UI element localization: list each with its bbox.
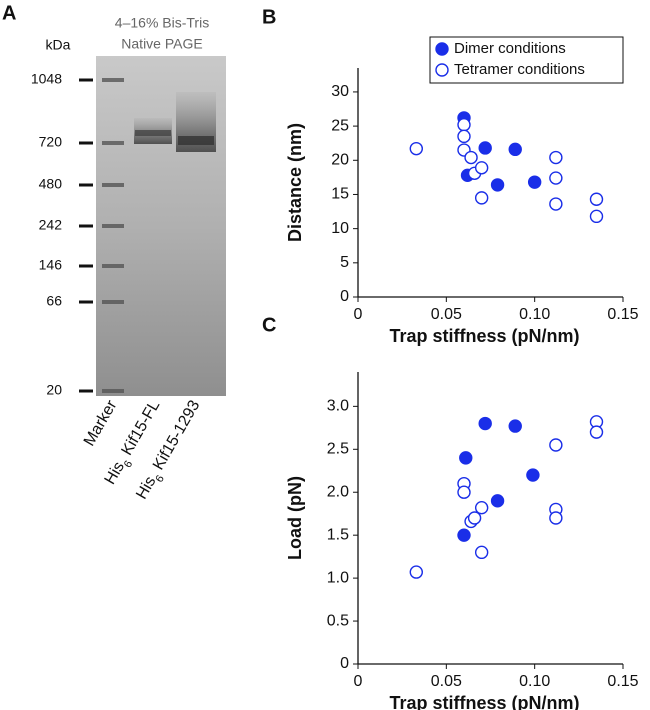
marker-label: 20 [46,382,62,398]
point [409,565,423,579]
point [549,438,563,452]
y-tick-label: 0 [340,655,349,672]
y-tick-label: 0.5 [327,612,349,629]
point [549,197,563,211]
point [474,545,489,560]
point [527,175,542,189]
lane-label: Marker [81,397,121,449]
panel-label: C [262,314,276,336]
band [178,136,214,145]
point [589,209,604,224]
x-tick-label: 0.15 [607,673,638,690]
point [549,511,563,525]
x-axis-label: Trap stiffness (pN/nm) [389,693,579,710]
lane-label-part: Marker [81,397,121,449]
point [474,191,489,205]
point [467,511,482,525]
lane-label-part: 6 [153,473,166,484]
ladder-band [102,141,124,145]
y-axis-label: Distance (nm) [285,123,305,242]
point [457,118,471,132]
ladder-band [102,224,124,228]
y-tick-label: 1.0 [327,569,349,586]
legend-label: Tetramer conditions [454,61,585,78]
marker-label: 1048 [31,71,62,87]
point [478,141,492,155]
legend-marker [435,63,449,77]
point [457,485,471,499]
point [464,150,478,165]
x-tick-label: 0 [354,673,363,690]
x-tick-label: 0.05 [431,673,462,690]
ladder-band [102,183,124,187]
point [459,451,473,465]
point [508,419,522,433]
y-tick-label: 30 [331,83,349,100]
point [474,500,489,515]
marker-label: 480 [39,176,63,192]
point [549,171,563,185]
point [457,528,471,542]
x-axis-label: Trap stiffness (pN/nm) [389,326,579,346]
point [409,141,423,156]
point [490,178,505,192]
marker-label: 66 [46,293,62,309]
marker-label: 146 [39,257,63,273]
x-tick-label: 0.10 [519,306,550,323]
gel-title: 4–16% Bis-Tris [115,15,209,31]
y-tick-label: 25 [331,117,349,134]
point [508,142,522,157]
panel-label: A [2,2,16,24]
legend-marker [435,42,449,56]
x-tick-label: 0.05 [431,306,462,323]
point [589,192,604,206]
panel-label: B [262,6,276,28]
y-tick-label: 10 [331,220,349,237]
x-tick-label: 0.10 [519,673,550,690]
gel-title: Native PAGE [121,36,202,52]
y-tick-label: 5 [340,254,349,271]
marker-label: 242 [39,217,63,233]
legend-box [429,36,624,84]
y-tick-label: 1.5 [327,526,349,543]
point [457,129,471,144]
ladder-band [102,264,124,268]
point [490,494,505,508]
point [549,150,563,165]
ladder-band [102,78,124,82]
y-tick-label: 0 [340,288,349,305]
y-axis-label: Load (pN) [285,476,305,560]
x-tick-label: 0 [354,306,363,323]
y-tick-label: 3.0 [327,398,349,415]
ladder-band [102,389,124,393]
ladder-band [102,300,124,304]
marker-label: 720 [39,134,63,150]
y-tick-label: 15 [331,186,349,203]
lane-label-part: 6 [122,459,135,470]
point [474,161,489,175]
x-tick-label: 0.15 [607,306,638,323]
gel-unit: kDa [46,37,71,53]
band [135,130,171,136]
y-tick-label: 2.0 [327,483,349,500]
point [526,468,540,482]
y-tick-label: 2.5 [327,441,349,458]
point [589,425,604,439]
legend-label: Dimer conditions [454,40,566,57]
y-tick-label: 20 [331,152,349,169]
point [478,416,492,431]
